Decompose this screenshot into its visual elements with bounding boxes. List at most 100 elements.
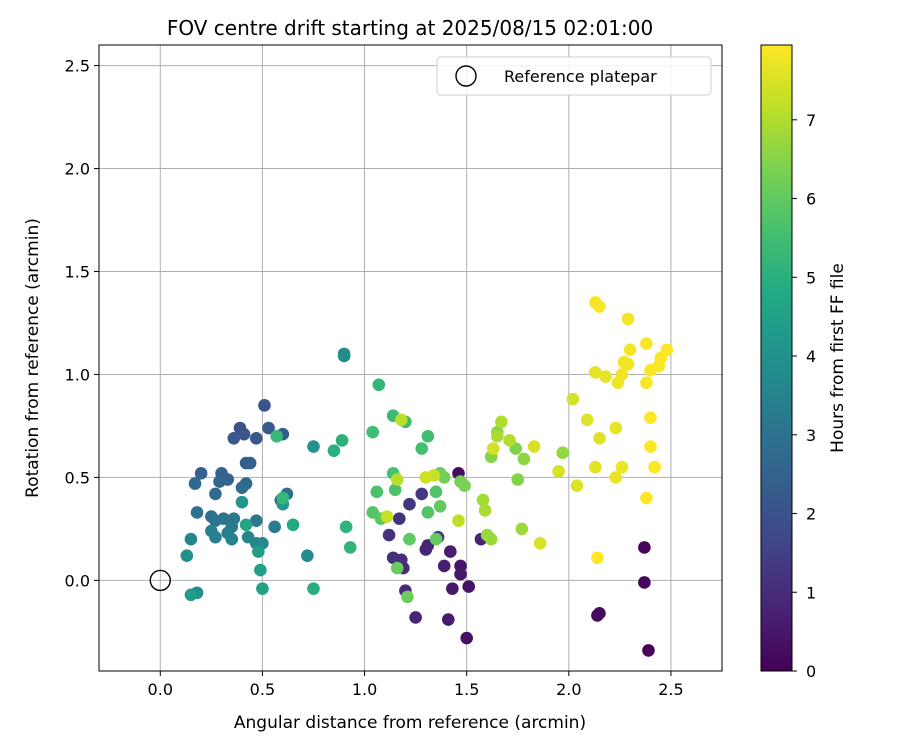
- data-point: [503, 434, 516, 447]
- data-point: [441, 613, 455, 626]
- data-point: [478, 504, 492, 517]
- data-point: [589, 296, 602, 309]
- data-point: [429, 485, 443, 499]
- data-point: [640, 376, 653, 390]
- data-point: [258, 399, 271, 412]
- data-point: [593, 432, 606, 445]
- data-point: [458, 479, 471, 492]
- data-point: [615, 460, 629, 474]
- data-point: [491, 429, 504, 443]
- colorbar-tick-label: 4: [806, 347, 816, 366]
- legend-label: Reference platepar: [504, 67, 657, 86]
- data-point: [270, 429, 284, 443]
- chart-title: FOV centre drift starting at 2025/08/15 …: [167, 16, 653, 40]
- data-point: [286, 518, 300, 532]
- data-point: [256, 582, 269, 595]
- data-point: [249, 514, 263, 527]
- data-point: [446, 582, 459, 595]
- data-point: [335, 434, 349, 447]
- data-point: [517, 452, 531, 466]
- data-point: [640, 491, 653, 505]
- data-point: [421, 506, 435, 519]
- data-points: [180, 296, 674, 657]
- legend-marker: [455, 65, 477, 87]
- data-point: [511, 473, 525, 486]
- data-point: [660, 343, 674, 357]
- data-point: [644, 411, 657, 425]
- y-tick-label: 1.0: [65, 365, 90, 384]
- data-point: [570, 479, 584, 492]
- y-tick-label: 2.0: [65, 160, 90, 179]
- y-axis-label: Rotation from reference (arcmin): [23, 218, 43, 498]
- data-point: [235, 481, 249, 495]
- data-point: [642, 644, 655, 657]
- data-point: [589, 460, 602, 474]
- x-tick-label: 1.5: [454, 680, 479, 699]
- data-point: [609, 421, 623, 435]
- data-point: [252, 545, 265, 558]
- data-point: [495, 415, 508, 429]
- data-point: [390, 561, 404, 575]
- colorbar-tick-label: 0: [806, 662, 816, 681]
- data-point: [454, 567, 467, 581]
- data-point: [213, 475, 226, 488]
- data-point: [615, 368, 629, 381]
- y-tick-label: 0.5: [65, 468, 90, 487]
- data-point: [638, 576, 651, 589]
- colorbar-tick-label: 7: [806, 111, 816, 130]
- x-tick-label: 2.0: [556, 680, 581, 699]
- data-point: [184, 532, 198, 546]
- colorbar-tick-label: 1: [806, 583, 816, 602]
- data-point: [372, 378, 386, 392]
- data-point: [194, 467, 208, 480]
- data-point: [390, 473, 404, 486]
- data-point: [437, 559, 451, 573]
- data-point: [395, 413, 408, 427]
- data-point: [591, 551, 604, 565]
- data-point: [180, 549, 194, 562]
- x-tick-label: 0.5: [250, 680, 275, 699]
- plot-frame: [98, 44, 723, 672]
- data-point: [209, 487, 222, 501]
- data-point: [217, 512, 230, 525]
- data-point: [262, 421, 275, 435]
- colorbar-gradient: [760, 44, 793, 672]
- data-point: [382, 528, 396, 542]
- data-point: [527, 440, 541, 453]
- data-point: [254, 563, 267, 577]
- data-point: [339, 520, 353, 534]
- data-point: [433, 499, 447, 513]
- data-point: [566, 392, 580, 406]
- data-point: [225, 532, 239, 546]
- data-point: [556, 446, 569, 460]
- data-point: [370, 485, 384, 499]
- legend: Reference platepar: [436, 56, 712, 96]
- x-tick-label: 1.0: [352, 680, 377, 699]
- data-point: [640, 337, 653, 350]
- x-axis-label: Angular distance from reference (arcmin): [234, 713, 586, 733]
- data-point: [552, 464, 565, 478]
- data-point: [343, 541, 357, 554]
- data-point: [429, 532, 443, 546]
- data-point: [515, 522, 529, 536]
- data-point: [235, 495, 249, 509]
- data-point: [486, 442, 500, 455]
- data-point: [419, 543, 433, 556]
- colorbar-tick-label: 2: [806, 505, 816, 524]
- colorbar-tick-label: 5: [806, 268, 816, 287]
- data-point: [307, 440, 320, 453]
- x-tick-label: 2.5: [658, 680, 683, 699]
- data-point: [366, 425, 380, 439]
- data-point: [403, 497, 416, 511]
- data-point: [533, 537, 547, 550]
- data-point: [409, 611, 422, 624]
- data-point: [243, 456, 257, 470]
- data-point: [388, 483, 402, 497]
- colorbar-label: Hours from first FF file: [828, 263, 848, 453]
- data-point: [239, 518, 253, 532]
- data-point: [190, 506, 204, 519]
- data-point: [589, 366, 602, 379]
- data-point: [638, 541, 651, 554]
- data-point: [599, 370, 612, 383]
